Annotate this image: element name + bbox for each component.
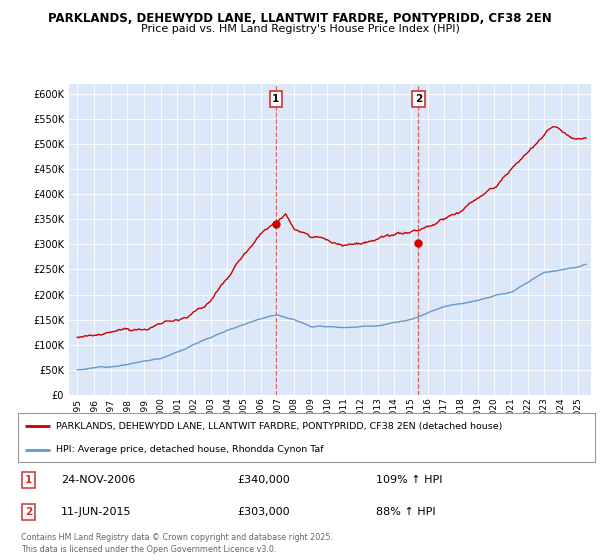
Text: 2: 2	[25, 507, 32, 517]
Text: 11-JUN-2015: 11-JUN-2015	[61, 507, 132, 517]
Text: 88% ↑ HPI: 88% ↑ HPI	[376, 507, 436, 517]
Text: Price paid vs. HM Land Registry's House Price Index (HPI): Price paid vs. HM Land Registry's House …	[140, 24, 460, 34]
Text: PARKLANDS, DEHEWYDD LANE, LLANTWIT FARDRE, PONTYPRIDD, CF38 2EN: PARKLANDS, DEHEWYDD LANE, LLANTWIT FARDR…	[48, 12, 552, 25]
Text: £340,000: £340,000	[238, 475, 290, 486]
Text: 1: 1	[272, 94, 280, 104]
Text: Contains HM Land Registry data © Crown copyright and database right 2025.
This d: Contains HM Land Registry data © Crown c…	[21, 533, 333, 554]
Text: HPI: Average price, detached house, Rhondda Cynon Taf: HPI: Average price, detached house, Rhon…	[56, 445, 323, 454]
Text: 1: 1	[25, 475, 32, 486]
Text: £303,000: £303,000	[238, 507, 290, 517]
Text: PARKLANDS, DEHEWYDD LANE, LLANTWIT FARDRE, PONTYPRIDD, CF38 2EN (detached house): PARKLANDS, DEHEWYDD LANE, LLANTWIT FARDR…	[56, 422, 502, 431]
Text: 24-NOV-2006: 24-NOV-2006	[61, 475, 136, 486]
Text: 109% ↑ HPI: 109% ↑ HPI	[376, 475, 442, 486]
Text: 2: 2	[415, 94, 422, 104]
